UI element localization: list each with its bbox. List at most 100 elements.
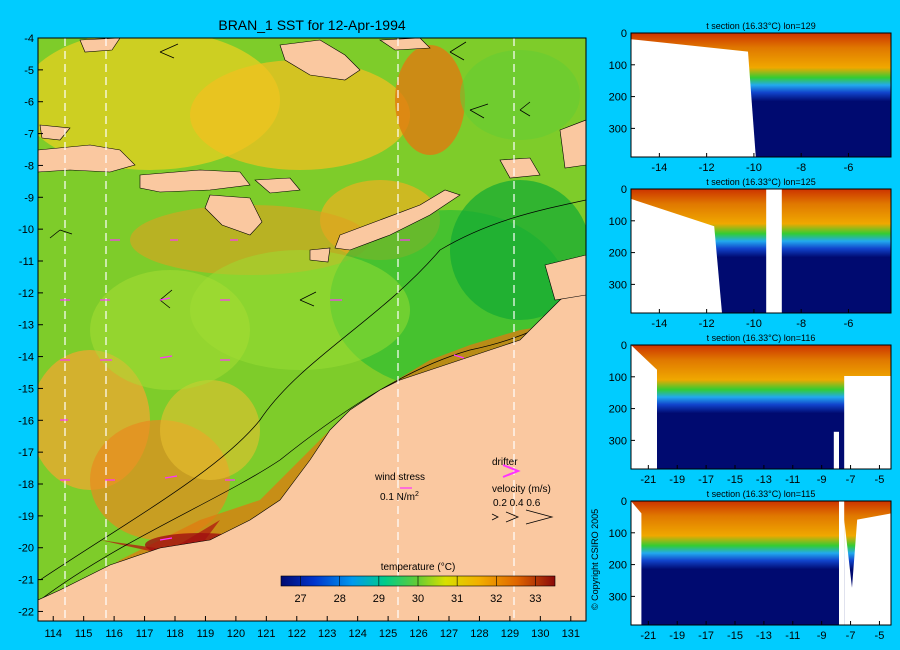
- drifter-vectors: [60, 239, 465, 541]
- section-x-tick-label: -13: [756, 630, 772, 642]
- lon-tick-label: 116: [105, 628, 123, 640]
- map-title: BRAN_1 SST for 12-Apr-1994: [218, 17, 405, 33]
- section-panel-2: t section (16.33°C) lon=125 -14 -12 -10 -8 -6…: [609, 177, 892, 330]
- lon-tick-label: 129: [501, 628, 519, 640]
- colorbar: temperature (°C) 27 28 29 30 31 32 33: [280, 562, 556, 605]
- section-x-tick-label: -19: [669, 630, 685, 642]
- colorbar-ticks: 27 28 29 30 31 32 33: [294, 576, 542, 605]
- lon-tick-label: 125: [379, 628, 397, 640]
- lat-tick-label: -17: [18, 447, 34, 459]
- section-panel-1: t section (16.33°C) lon=129 -14 -12 -10 -8 -6…: [609, 21, 892, 174]
- lat-tick-label: -12: [18, 288, 34, 300]
- section-mask: [766, 189, 782, 313]
- lon-tick-label: 130: [531, 628, 549, 640]
- section-x-tick-label: -9: [817, 630, 827, 642]
- section-x-tick-label: -7: [846, 474, 856, 486]
- section-lines: [64, 38, 515, 621]
- map-lon-axis: 114 115 116 117 118 119 120 121 122 123 124 125 126 1…: [44, 616, 580, 640]
- wind-stress-label: wind stress: [374, 472, 425, 483]
- section-x-tick-label: -8: [796, 162, 806, 174]
- section-y-tick-label: 200: [609, 560, 627, 572]
- section-y-tick-label: 100: [609, 216, 627, 228]
- lat-tick-label: -20: [18, 543, 34, 555]
- lat-tick-label: -6: [24, 97, 34, 109]
- section-x-tick-label: -5: [875, 630, 885, 642]
- section-y-tick-label: 200: [609, 404, 627, 416]
- section-frame: [630, 344, 892, 470]
- lat-tick-label: -4: [24, 33, 34, 45]
- lon-tick-label: 119: [197, 628, 215, 640]
- section-frame: [630, 188, 892, 314]
- section-title: t section (16.33°C) lon=129: [706, 21, 815, 31]
- lat-tick-label: -21: [18, 575, 34, 587]
- section-mask: [631, 198, 722, 313]
- section-x-tick-label: -11: [785, 630, 800, 642]
- lon-tick-label: 124: [348, 628, 366, 640]
- colorbar-tick-label: 31: [451, 593, 463, 605]
- section-panels: t section (16.33°C) lon=129 -14 -12 -10 -8 -6…: [609, 21, 892, 642]
- section-title: t section (16.33°C) lon=115: [707, 489, 816, 499]
- section-x-tick-label: -15: [727, 474, 743, 486]
- map-frame: [37, 37, 587, 622]
- lat-tick-label: -18: [18, 479, 34, 491]
- section-y-tick-label: 100: [609, 372, 627, 384]
- wind-stress-legend: wind stress 0.1 N/m2: [374, 472, 425, 503]
- lon-tick-label: 117: [136, 628, 154, 640]
- section-x-tick-label: -14: [651, 318, 667, 330]
- velocity-scale-arrows-icon: [491, 509, 554, 525]
- section-x-tick-label: -19: [669, 474, 685, 486]
- section-y-tick-label: 100: [609, 528, 627, 540]
- section-x-tick-label: -7: [846, 630, 856, 642]
- section-y-tick-label: 0: [621, 496, 627, 508]
- section-mask: [631, 39, 756, 158]
- section-mask: [833, 431, 839, 469]
- section-x-tick-label: -6: [844, 162, 854, 174]
- section-x-tick-label: -12: [699, 318, 715, 330]
- section-y-tick-label: 0: [621, 184, 627, 196]
- section-panel-3: t section (16.33°C) lon=116 -21 -19 -17 -15 -…: [609, 333, 892, 486]
- colorbar-title: temperature (°C): [381, 562, 456, 573]
- section-x-tick-label: -12: [699, 162, 715, 174]
- lon-tick-label: 122: [288, 628, 306, 640]
- lon-tick-label: 131: [562, 628, 580, 640]
- map-lat-axis: -4 -5 -6 -7 -8 -9 -10 -11 -12 -13 -14 -15 -16 -17 -18 -…: [18, 33, 43, 618]
- lon-tick-label: 115: [75, 628, 93, 640]
- section-y-tick-label: 300: [609, 435, 627, 447]
- lon-tick-label: 123: [318, 628, 336, 640]
- drifter-legend: drifter velocity (m/s) 0.2 0.4 0.6: [491, 457, 554, 525]
- section-y-tick-label: 100: [609, 60, 627, 72]
- section-y-tick-label: 300: [609, 279, 627, 291]
- section-y-tick-label: 0: [621, 28, 627, 40]
- section-x-tick-label: -17: [698, 474, 714, 486]
- lat-tick-label: -10: [18, 224, 34, 236]
- lat-tick-label: -11: [19, 256, 34, 268]
- section-title: t section (16.33°C) lon=116: [707, 333, 816, 343]
- colorbar-tick-label: 28: [334, 593, 346, 605]
- lat-tick-label: -15: [18, 383, 34, 395]
- lon-tick-label: 118: [166, 628, 184, 640]
- lat-tick-label: -19: [18, 511, 34, 523]
- lat-tick-label: -7: [24, 129, 34, 141]
- section-frame: [630, 500, 892, 626]
- lon-tick-label: 126: [409, 628, 427, 640]
- section-x-tick-label: -9: [817, 474, 827, 486]
- wind-vectors: [49, 41, 531, 309]
- section-panel-4: t section (16.33°C) lon=115 -21 -19 -17 -15 -…: [609, 489, 892, 642]
- section-x-tick-label: -21: [640, 474, 656, 486]
- section-x-tick-label: -10: [746, 162, 762, 174]
- section-x-tick-label: -14: [651, 162, 667, 174]
- section-frame: [630, 32, 892, 158]
- lon-tick-label: 120: [227, 628, 245, 640]
- section-x-tick-label: -11: [785, 474, 800, 486]
- section-x-tick-label: -17: [698, 630, 714, 642]
- lon-tick-label: 121: [257, 628, 275, 640]
- section-y-tick-label: 200: [609, 248, 627, 260]
- section-y-tick-label: 200: [609, 92, 627, 104]
- drifter-arrow-icon: [502, 464, 521, 478]
- section-mask: [844, 513, 891, 625]
- lat-tick-label: -16: [18, 415, 34, 427]
- wind-stress-scale-value: 0.1 N/m: [380, 492, 415, 503]
- section-mask: [839, 501, 845, 625]
- section-x-tick-label: -8: [796, 318, 806, 330]
